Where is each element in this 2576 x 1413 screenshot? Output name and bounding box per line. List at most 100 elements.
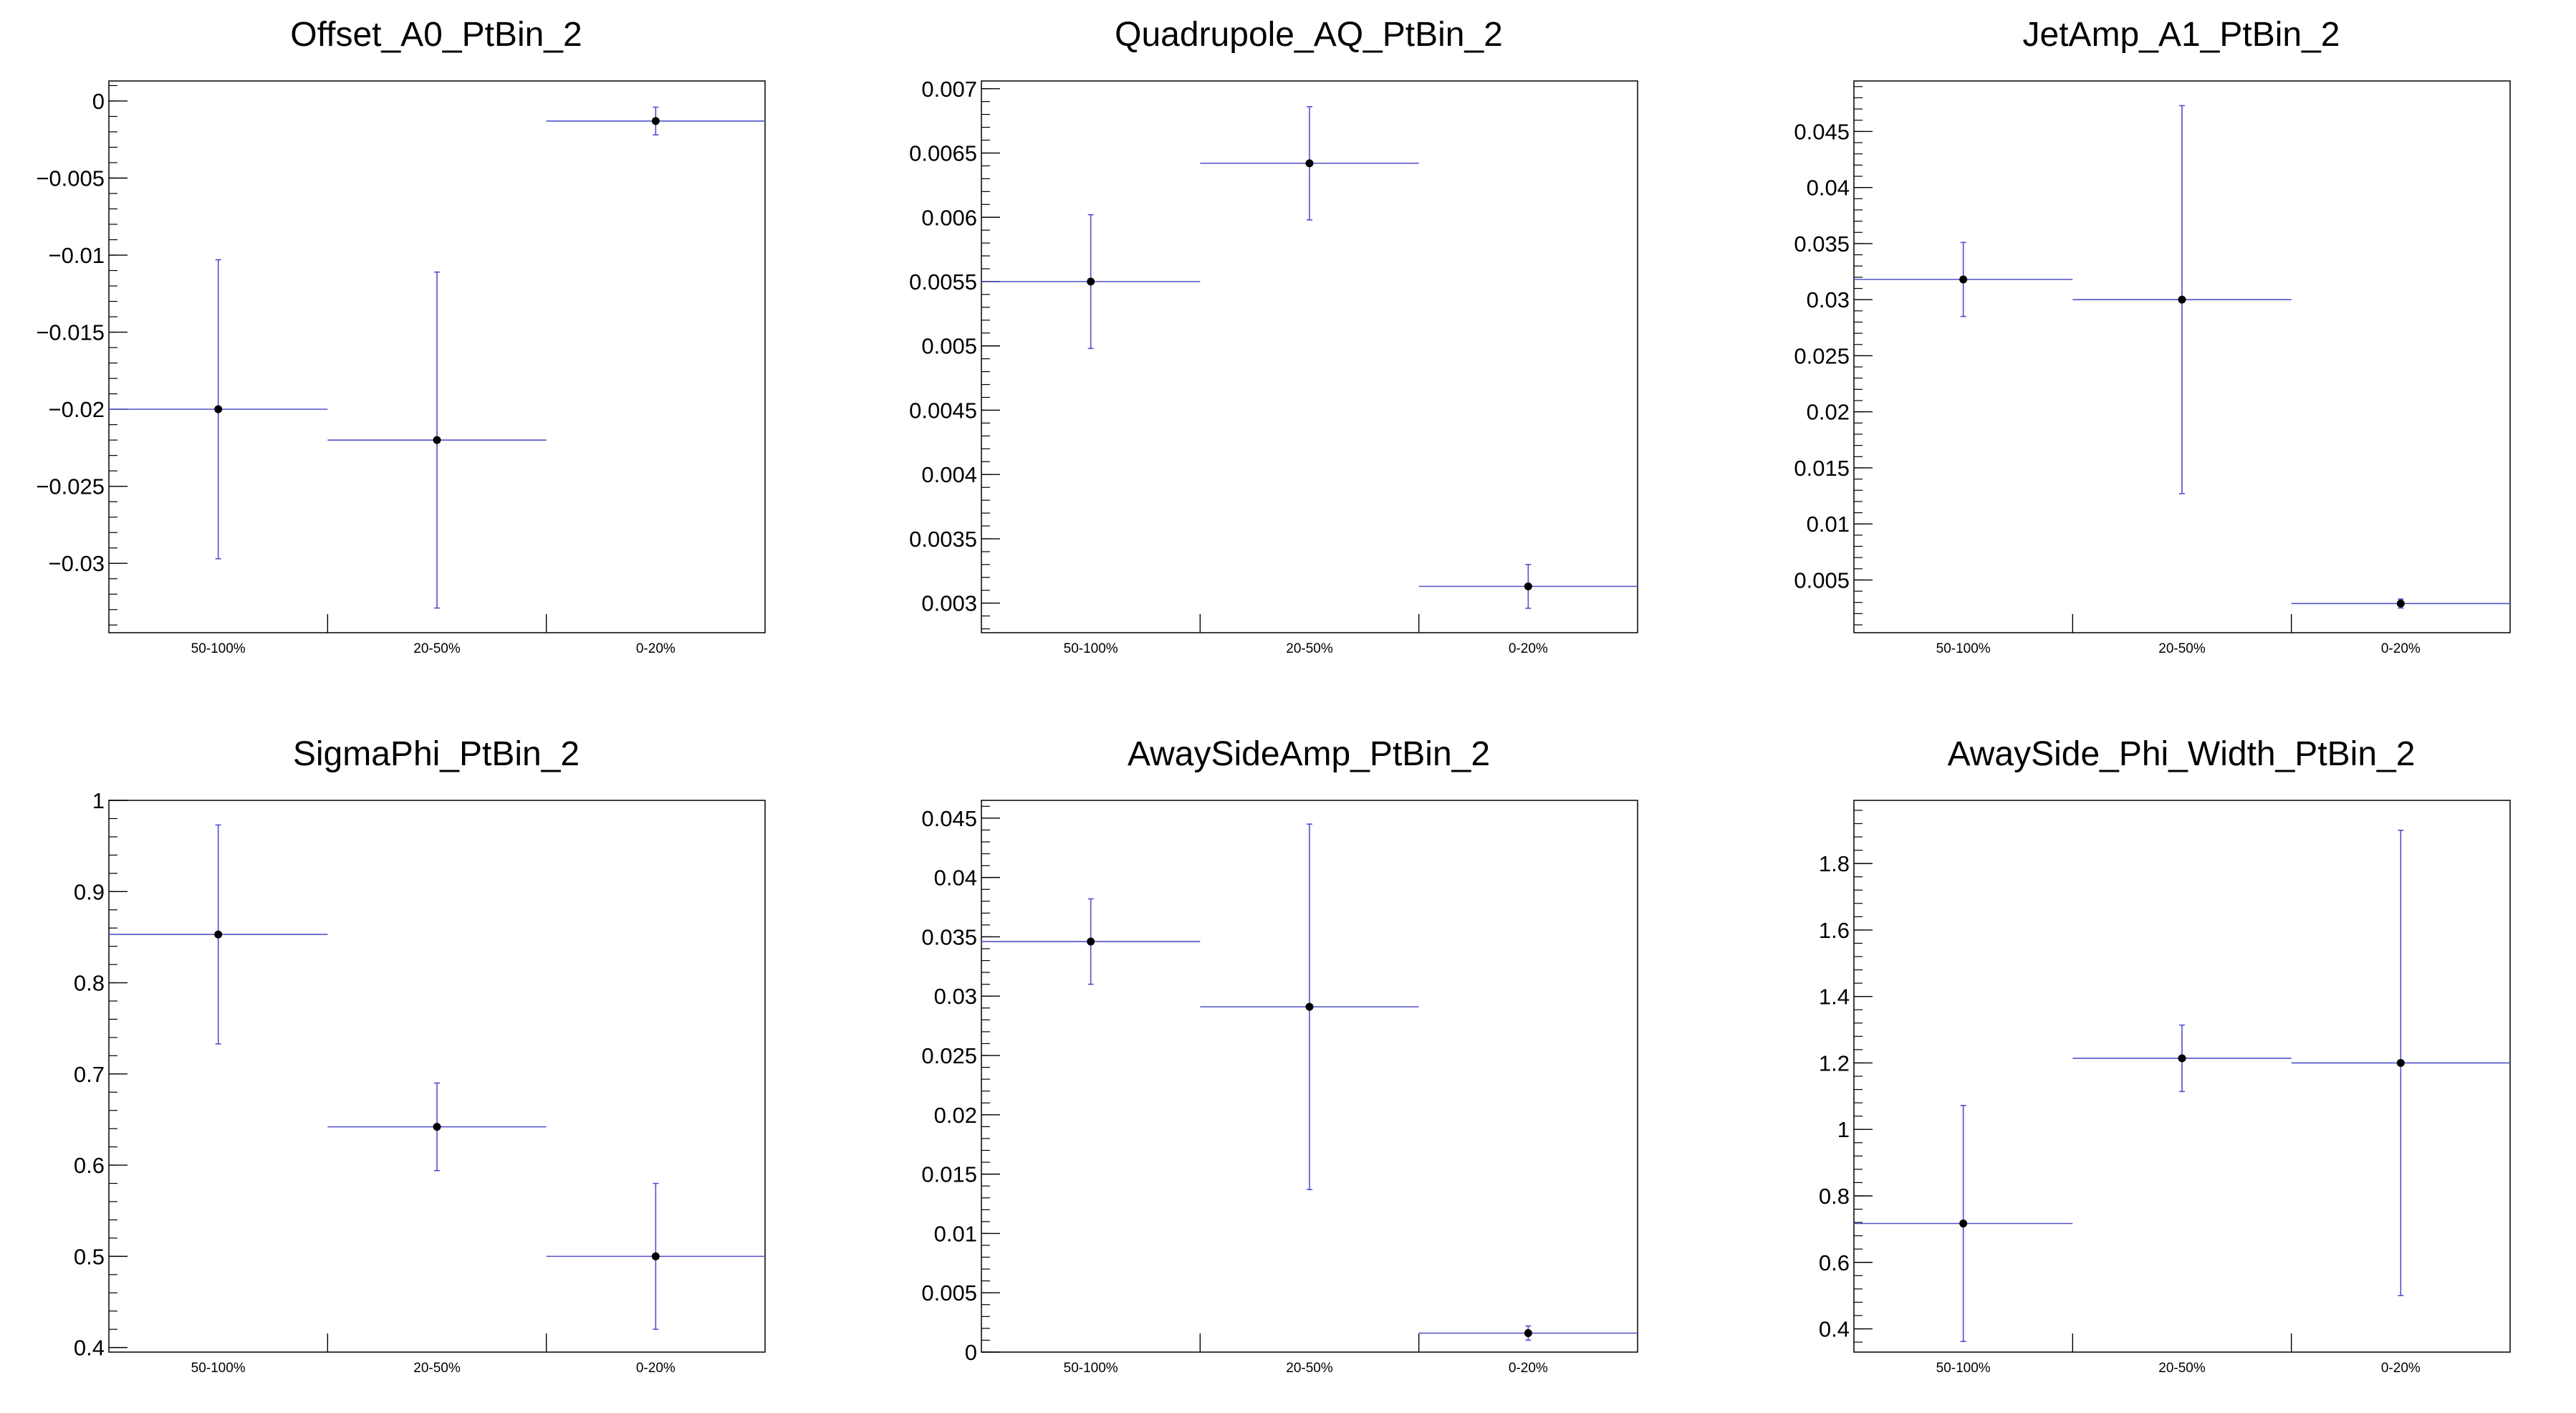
- data-point-marker: [214, 405, 223, 413]
- y-tick-label: −0.01: [49, 243, 105, 268]
- y-tick-label: −0.03: [49, 551, 105, 576]
- panel-title-jetamp-a1: JetAmp_A1_PtBin_2: [2023, 16, 2340, 54]
- y-tick-label: −0.025: [36, 474, 105, 499]
- data-point-marker: [2396, 599, 2405, 608]
- y-tick-label: 1.4: [1819, 985, 1850, 1010]
- panel-title-offset-a0: Offset_A0_PtBin_2: [290, 16, 582, 54]
- y-tick-label: −0.005: [36, 166, 105, 191]
- y-tick-label: 0.045: [1794, 119, 1850, 144]
- y-tick-label: 0.005: [921, 1280, 977, 1306]
- data-point-marker: [1087, 277, 1095, 286]
- y-tick-label: 0.04: [1807, 176, 1850, 201]
- y-tick-label: 0.8: [1819, 1184, 1850, 1209]
- x-category-label: 0-20%: [636, 641, 676, 656]
- data-point-marker: [1305, 159, 1314, 168]
- data-point-marker: [2396, 1058, 2405, 1067]
- data-point-marker: [1959, 1219, 1968, 1227]
- y-tick-label: 0.01: [934, 1221, 977, 1246]
- y-tick-label: 1.8: [1819, 851, 1850, 876]
- x-category-label: 20-50%: [413, 641, 461, 656]
- y-tick-label: 0.007: [921, 77, 977, 102]
- panel-title-awayside-phi-width: AwaySide_Phi_Width_PtBin_2: [1948, 735, 2416, 773]
- y-tick-label: 0.005: [1794, 567, 1850, 593]
- y-tick-label: 0.0065: [909, 141, 977, 166]
- chart-panel-5: 0.4 0.6 0.8 1 1.2 1.4 1.6 1.8 50-100% 20-50% 0-20%: [1819, 800, 2511, 1376]
- x-category-label: 20-50%: [1286, 1361, 1333, 1376]
- y-tick-label: 0.02: [934, 1103, 977, 1128]
- x-category-label: 0-20%: [2381, 641, 2421, 656]
- data-point-marker: [2178, 295, 2186, 304]
- data-point-marker: [2178, 1054, 2186, 1063]
- y-tick-label: 0.4: [74, 1336, 105, 1361]
- panel-title-awaysideamp: AwaySideAmp_PtBin_2: [1128, 735, 1490, 773]
- x-category-label: 0-20%: [636, 1361, 676, 1376]
- y-tick-label: 0.9: [74, 879, 105, 904]
- y-tick-label: 1.2: [1819, 1050, 1850, 1076]
- x-category-label: 50-100%: [1936, 1361, 1991, 1376]
- y-tick-label: 0.03: [934, 984, 977, 1009]
- y-tick-label: 0.5: [74, 1244, 105, 1269]
- y-tick-label: 0.6: [74, 1153, 105, 1178]
- y-tick-label: 0.6: [1819, 1250, 1850, 1275]
- y-tick-label: 0: [965, 1340, 977, 1365]
- data-point-marker: [1524, 582, 1532, 590]
- data-point-marker: [1959, 275, 1968, 284]
- y-tick-label: 0.0055: [909, 269, 977, 294]
- y-tick-label: 0.004: [921, 462, 977, 487]
- chart-panel-4: 0 0.005 0.01 0.015 0.02 0.025 0.03 0.035 0.04 0.0…: [921, 800, 1638, 1376]
- data-point-marker: [1305, 1002, 1314, 1011]
- x-category-label: 0-20%: [1509, 641, 1548, 656]
- y-tick-label: 0: [92, 89, 105, 114]
- y-tick-label: 0.006: [921, 205, 977, 230]
- x-category-label: 20-50%: [413, 1361, 461, 1376]
- data-point-marker: [651, 1252, 660, 1260]
- data-point-marker: [1087, 937, 1095, 946]
- data-point-marker: [433, 1123, 441, 1131]
- plot-frame: [108, 800, 766, 1353]
- y-tick-label: 0.003: [921, 591, 977, 616]
- plot-frame: [108, 80, 766, 633]
- y-tick-label: 0.035: [921, 924, 977, 949]
- plot-frame: [981, 80, 1638, 633]
- y-tick-label: 0.005: [921, 334, 977, 359]
- data-point-marker: [433, 436, 441, 444]
- y-tick-label: 1.6: [1819, 918, 1850, 943]
- y-tick-label: 0.02: [1807, 400, 1850, 425]
- y-tick-label: 0.8: [74, 971, 105, 996]
- x-category-label: 50-100%: [191, 1361, 246, 1376]
- y-tick-label: 1: [1837, 1117, 1850, 1142]
- plot-frame: [1853, 80, 2511, 633]
- x-category-label: 20-50%: [2158, 1361, 2206, 1376]
- chart-panel-1: 0.003 0.0035 0.004 0.0045 0.005 0.0055 0.006 0.…: [909, 77, 1638, 656]
- x-category-label: 50-100%: [1064, 1361, 1118, 1376]
- data-point-marker: [651, 117, 660, 125]
- chart-panel-0: 0 −0.005 −0.01 −0.015 −0.02 −0.025 −0.03 50-100…: [36, 80, 766, 656]
- panel-title-sigmaphi: SigmaPhi_PtBin_2: [293, 735, 580, 773]
- x-category-label: 20-50%: [2158, 641, 2206, 656]
- y-tick-label: 0.025: [921, 1043, 977, 1068]
- chart-panel-3: 0.4 0.5 0.6 0.7 0.8 0.9 1 50-100% 20-50% 0-20%: [74, 788, 766, 1376]
- y-tick-label: 0.03: [1807, 287, 1850, 312]
- y-tick-label: 0.4: [1819, 1317, 1850, 1342]
- x-category-label: 50-100%: [1936, 641, 1991, 656]
- y-tick-label: 0.015: [1794, 456, 1850, 481]
- x-category-label: 0-20%: [1509, 1361, 1548, 1376]
- y-tick-label: 0.0035: [909, 527, 977, 552]
- data-point-marker: [1524, 1329, 1532, 1338]
- y-tick-label: 0.045: [921, 806, 977, 831]
- data-point-marker: [214, 930, 223, 939]
- y-tick-label: 1: [92, 788, 105, 813]
- y-tick-label: 0.7: [74, 1062, 105, 1087]
- x-category-label: 0-20%: [2381, 1361, 2421, 1376]
- y-tick-label: 0.04: [934, 866, 977, 891]
- panel-title-quadrupole-aq: Quadrupole_AQ_PtBin_2: [1115, 16, 1503, 54]
- plot-frame: [981, 800, 1638, 1353]
- x-category-label: 50-100%: [191, 641, 246, 656]
- y-tick-label: 0.01: [1807, 512, 1850, 537]
- y-tick-label: 0.025: [1794, 343, 1850, 368]
- chart-panel-2: 0.005 0.01 0.015 0.02 0.025 0.03 0.035 0.04 0.04…: [1794, 80, 2511, 656]
- y-tick-label: 0.015: [921, 1162, 977, 1187]
- y-tick-label: −0.02: [49, 397, 105, 422]
- y-tick-label: 0.035: [1794, 231, 1850, 257]
